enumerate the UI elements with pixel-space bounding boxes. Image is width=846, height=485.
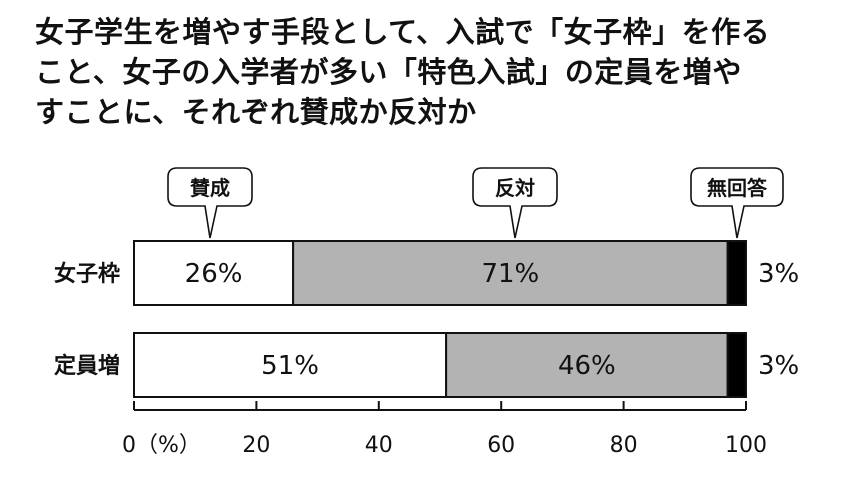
legend-callout-反対: [472, 167, 558, 239]
legend-callout-賛成: [167, 167, 253, 239]
data-label-定員増-無回答: 3%: [758, 351, 799, 381]
data-label-女子枠-無回答: 3%: [758, 259, 799, 289]
x-tick-label-20: 20: [242, 433, 270, 458]
data-label-女子枠-反対: 71%: [481, 259, 539, 289]
x-tick-label-100: 100: [725, 433, 767, 458]
chart-title-line-3: すことに、それぞれ賛成か反対か: [35, 95, 477, 129]
x-tick-label-0: 0（%）: [122, 433, 201, 458]
bar-女子枠-無回答: [726, 240, 748, 306]
row-label-定員増: 定員増: [54, 353, 120, 379]
legend-label-無回答: 無回答: [707, 176, 768, 200]
x-tick-label-60: 60: [487, 433, 515, 458]
bar-定員増-無回答: [726, 332, 748, 398]
row-label-女子枠: 女子枠: [54, 261, 120, 287]
data-label-定員増-反対: 46%: [558, 351, 616, 381]
bar-定員増-賛成: [133, 332, 448, 398]
chart-title-line-1: 女子学生を増やす手段として、入試で「女子枠」を作る: [35, 15, 771, 49]
data-label-定員増-賛成: 51%: [261, 351, 319, 381]
legend-label-賛成: 賛成: [190, 176, 230, 200]
legend-callout-無回答: [690, 167, 784, 239]
chart-title-line-2: こと、女子の入学者が多い「特色入試」の定員を増や: [35, 55, 742, 89]
x-tick-label-80: 80: [610, 433, 638, 458]
x-tick-label-40: 40: [365, 433, 393, 458]
data-label-女子枠-賛成: 26%: [185, 259, 243, 289]
chart-title: 女子学生を増やす手段として、入試で「女子枠」を作る こと、女子の入学者が多い「特…: [35, 12, 825, 132]
legend-label-反対: 反対: [495, 176, 535, 200]
bar-定員増-反対: [445, 332, 729, 398]
bar-女子枠-反対: [292, 240, 729, 306]
